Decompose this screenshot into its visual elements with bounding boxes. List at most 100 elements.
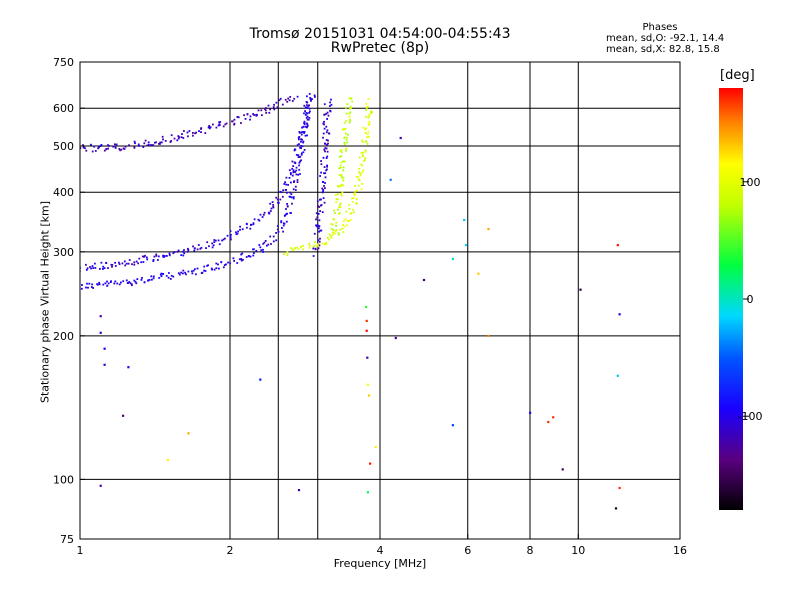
echo-point bbox=[349, 111, 352, 114]
echo-point bbox=[350, 107, 352, 109]
echo-point bbox=[363, 160, 365, 163]
scatter-point bbox=[103, 347, 106, 350]
echo-point bbox=[255, 114, 257, 116]
y-tick-label: 500 bbox=[53, 140, 74, 153]
echo-point bbox=[91, 283, 93, 286]
echo-point bbox=[320, 229, 323, 232]
echo-point bbox=[128, 259, 131, 261]
echo-point bbox=[292, 169, 295, 172]
echo-point bbox=[300, 153, 303, 156]
echo-point bbox=[270, 243, 272, 245]
echo-point bbox=[258, 219, 261, 222]
echo-point bbox=[194, 132, 196, 135]
colorbar-tick-label: -100 bbox=[738, 410, 763, 423]
echo-point bbox=[365, 127, 367, 130]
echo-point bbox=[240, 258, 243, 260]
echo-point bbox=[308, 242, 310, 245]
echo-point bbox=[361, 164, 364, 167]
echo-point bbox=[222, 238, 225, 241]
echo-point bbox=[322, 181, 325, 183]
echo-point bbox=[114, 145, 116, 148]
echo-point bbox=[366, 133, 369, 136]
echo-point bbox=[241, 252, 244, 255]
echo-point bbox=[275, 101, 278, 104]
echo-point bbox=[360, 152, 363, 154]
echo-point bbox=[183, 252, 186, 255]
echo-point bbox=[350, 97, 353, 100]
echo-point bbox=[321, 191, 324, 194]
echo-point bbox=[288, 177, 291, 179]
echo-point bbox=[308, 117, 311, 119]
echo-point bbox=[94, 267, 97, 269]
echo-point bbox=[318, 240, 321, 243]
echo-point bbox=[298, 138, 300, 141]
echo-point bbox=[333, 232, 336, 235]
echo-point bbox=[302, 151, 305, 154]
echo-point bbox=[365, 141, 368, 143]
echo-point bbox=[368, 135, 370, 138]
grid-lines bbox=[80, 62, 680, 539]
echo-point bbox=[152, 144, 155, 147]
echo-point bbox=[195, 131, 198, 134]
echo-point bbox=[181, 250, 184, 253]
scatter-point bbox=[394, 336, 397, 340]
echo-point bbox=[118, 283, 121, 286]
echo-point bbox=[105, 262, 107, 264]
echo-point bbox=[275, 196, 278, 199]
echo-point bbox=[110, 280, 112, 283]
echo-point bbox=[257, 218, 260, 221]
echo-point bbox=[90, 143, 92, 146]
echo-point bbox=[85, 263, 87, 266]
echo-point bbox=[90, 286, 93, 288]
y-tick-label: 75 bbox=[60, 533, 74, 546]
scatter-point bbox=[366, 491, 369, 494]
echo-point bbox=[269, 235, 272, 238]
echo-point bbox=[246, 223, 248, 226]
echo-point bbox=[332, 231, 335, 234]
echo-point bbox=[270, 207, 273, 210]
echo-point bbox=[364, 150, 367, 153]
echo-point bbox=[290, 193, 293, 196]
echo-point bbox=[331, 231, 334, 234]
echo-point bbox=[318, 244, 321, 247]
echo-point bbox=[94, 262, 96, 265]
echo-point bbox=[214, 239, 217, 242]
echo-point bbox=[324, 172, 327, 175]
echo-point bbox=[282, 189, 284, 192]
echo-point bbox=[329, 109, 331, 112]
echo-point bbox=[168, 252, 171, 255]
echo-point bbox=[293, 161, 296, 164]
echo-point bbox=[308, 247, 311, 249]
echo-point bbox=[323, 172, 325, 175]
scatter-point bbox=[616, 244, 619, 247]
echo-point bbox=[88, 282, 91, 285]
echo-point bbox=[278, 99, 281, 102]
echo-point bbox=[200, 272, 203, 274]
scatter-point bbox=[389, 178, 392, 181]
echo-point bbox=[352, 211, 355, 214]
scatter-point bbox=[365, 319, 368, 322]
echo-point bbox=[297, 156, 300, 158]
echo-point bbox=[140, 279, 143, 281]
echo-point bbox=[244, 118, 247, 120]
echo-point bbox=[147, 143, 150, 146]
echo-point bbox=[250, 224, 253, 226]
echo-point bbox=[338, 212, 341, 214]
echo-point bbox=[92, 287, 94, 289]
echo-point bbox=[162, 138, 164, 141]
echo-point bbox=[337, 198, 339, 201]
echo-point bbox=[213, 239, 216, 241]
echo-point bbox=[272, 205, 275, 208]
echo-point bbox=[91, 150, 94, 153]
echo-point bbox=[325, 125, 328, 128]
echo-point bbox=[87, 286, 89, 289]
echo-point bbox=[96, 283, 98, 285]
echo-point bbox=[343, 122, 346, 124]
echo-point bbox=[301, 245, 304, 247]
echo-point bbox=[298, 131, 301, 133]
phase-stats-x-mode: mean, sd,X: 82.8, 15.8 bbox=[606, 44, 720, 55]
echo-point bbox=[346, 141, 349, 144]
echo-point bbox=[297, 173, 300, 176]
echo-point bbox=[265, 112, 268, 114]
echo-point bbox=[111, 265, 113, 268]
